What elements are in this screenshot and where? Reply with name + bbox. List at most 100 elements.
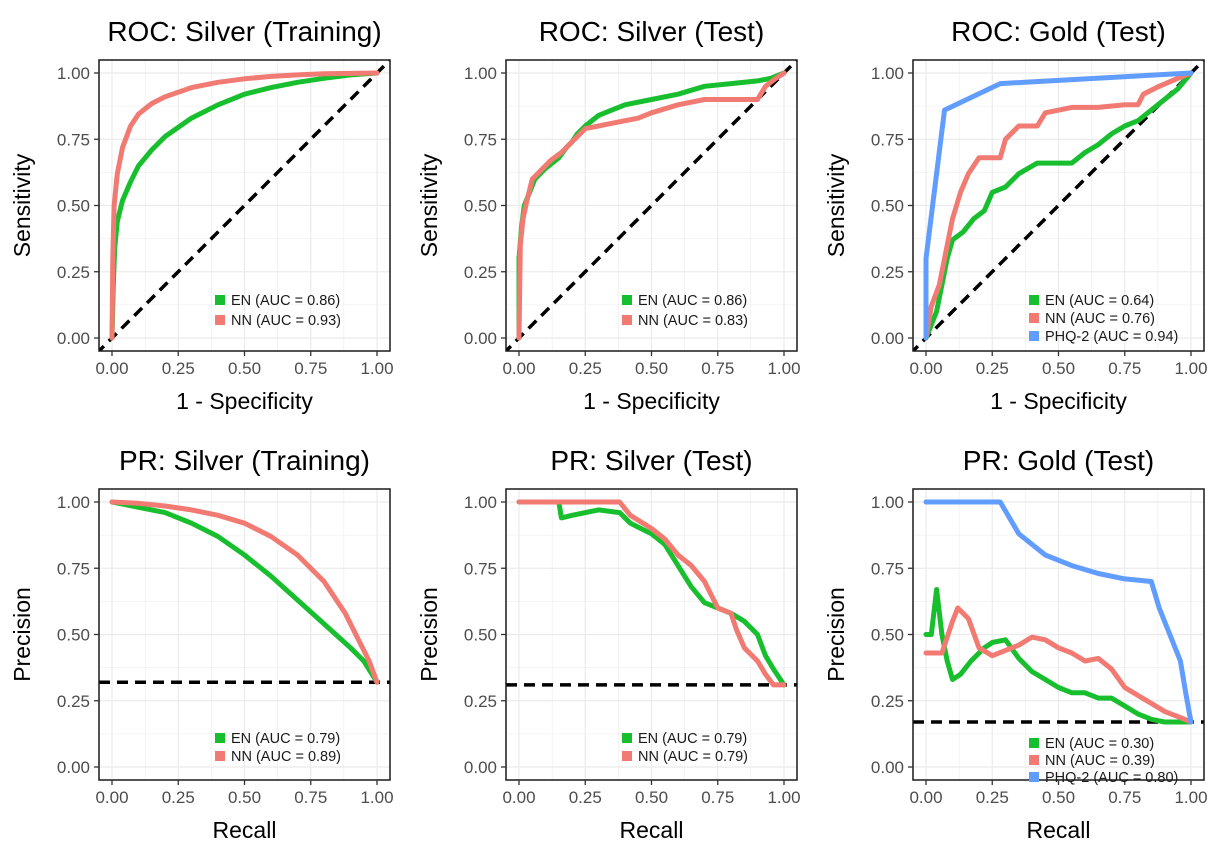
- x-tick-label: 1.00: [360, 788, 393, 807]
- data-layer: [913, 499, 1204, 725]
- legend-label: EN (AUC = 0.79): [231, 731, 340, 747]
- x-tick-label: 0.50: [635, 359, 668, 378]
- legend-label: EN (AUC = 0.30): [1045, 736, 1154, 752]
- y-tick-label: 0.00: [871, 758, 904, 777]
- panel-1: 0.00 0.25 0.50 0.75 1.00 0.00 0.25 0.50 0.75 1.00…: [9, 16, 394, 414]
- series-line-phq2: [923, 499, 1194, 725]
- legend: EN (AUC = 0.86) NN (AUC = 0.93): [215, 293, 341, 329]
- legend-label: NN (AUC = 0.89): [231, 749, 341, 765]
- x-tick-label: 0.25: [976, 788, 1009, 807]
- data-layer: [506, 499, 797, 688]
- series-line-en: [923, 587, 1194, 725]
- y-tick-label: 0.25: [871, 692, 904, 711]
- legend-key: [622, 733, 632, 743]
- x-tick-label: 0.75: [1108, 788, 1141, 807]
- x-tick-label: 0.75: [294, 788, 327, 807]
- y-tick-label: 0.50: [57, 197, 90, 216]
- x-tick-label: 0.25: [569, 359, 602, 378]
- panel-title: PR: Silver (Training): [119, 445, 370, 476]
- x-tick-label: 0.25: [976, 359, 1009, 378]
- x-axis-label: 1 - Specificity: [990, 388, 1127, 414]
- y-axis-label: Precision: [9, 587, 35, 682]
- x-axis-label: Recall: [1027, 817, 1091, 843]
- series-line-nn: [109, 499, 380, 685]
- legend-key: [622, 315, 632, 325]
- y-tick-label: 0.50: [464, 626, 497, 645]
- x-tick-label: 0.00: [95, 359, 128, 378]
- legend-key: [1029, 755, 1039, 765]
- x-tick-label: 1.00: [1174, 359, 1207, 378]
- legend-label: PHQ-2 (AUC = 0.80): [1045, 770, 1178, 786]
- y-tick-label: 0.00: [871, 329, 904, 348]
- x-tick-label: 0.25: [162, 359, 195, 378]
- legend-key: [215, 315, 225, 325]
- x-tick-label: 1.00: [1174, 788, 1207, 807]
- y-tick-label: 0.00: [464, 329, 497, 348]
- legend: EN (AUC = 0.64) NN (AUC = 0.76) PHQ-2 (AUC…: [1029, 293, 1178, 345]
- series-line-phq2: [923, 70, 1194, 341]
- legend-label: NN (AUC = 0.93): [231, 313, 341, 329]
- panel-6: 0.00 0.25 0.50 0.75 1.00 0.00 0.25 0.50 0.75 1.00…: [823, 445, 1208, 843]
- x-tick-label: 0.00: [909, 788, 942, 807]
- y-tick-label: 0.50: [57, 626, 90, 645]
- y-tick-label: 1.00: [871, 64, 904, 83]
- legend-key: [215, 733, 225, 743]
- legend-label: EN (AUC = 0.79): [638, 731, 747, 747]
- y-tick-label: 0.25: [57, 692, 90, 711]
- y-tick-label: 0.50: [871, 197, 904, 216]
- data-layer: [506, 60, 797, 351]
- y-tick-label: 0.75: [57, 130, 90, 149]
- series-line-en: [923, 70, 1194, 341]
- x-tick-label: 0.00: [502, 359, 535, 378]
- y-tick-label: 0.75: [871, 130, 904, 149]
- legend-label: EN (AUC = 0.64): [1045, 293, 1154, 309]
- legend-key: [1029, 738, 1039, 748]
- x-axis-label: Recall: [213, 817, 277, 843]
- x-tick-label: 0.00: [909, 359, 942, 378]
- legend-key: [215, 751, 225, 761]
- y-tick-label: 0.00: [57, 329, 90, 348]
- x-tick-label: 0.25: [569, 788, 602, 807]
- x-tick-label: 0.75: [294, 359, 327, 378]
- legend-label: EN (AUC = 0.86): [231, 293, 340, 309]
- y-axis-label: Sensitivity: [9, 153, 35, 257]
- legend-label: NN (AUC = 0.76): [1045, 311, 1155, 327]
- grid: [99, 489, 390, 780]
- legend-key: [1029, 313, 1039, 323]
- x-tick-label: 1.00: [767, 359, 800, 378]
- series-line-nn: [516, 499, 787, 688]
- panel-3: 0.00 0.25 0.50 0.75 1.00 0.00 0.25 0.50 0.75 1.00…: [823, 16, 1208, 414]
- y-tick-label: 0.50: [871, 626, 904, 645]
- legend-key: [1029, 295, 1039, 305]
- x-tick-label: 0.25: [162, 788, 195, 807]
- x-tick-label: 0.50: [228, 788, 261, 807]
- legend-key: [622, 751, 632, 761]
- y-tick-label: 1.00: [464, 64, 497, 83]
- series-line-en: [109, 70, 380, 341]
- y-tick-label: 0.75: [464, 559, 497, 578]
- x-tick-label: 0.75: [701, 359, 734, 378]
- y-tick-label: 0.50: [464, 197, 497, 216]
- y-tick-label: 0.75: [871, 559, 904, 578]
- x-tick-label: 0.50: [635, 788, 668, 807]
- y-tick-label: 0.75: [57, 559, 90, 578]
- x-tick-label: 0.00: [95, 788, 128, 807]
- reference-diagonal: [99, 60, 390, 351]
- legend-label: NN (AUC = 0.79): [638, 749, 748, 765]
- y-axis-label: Precision: [416, 587, 442, 682]
- y-tick-label: 0.75: [464, 130, 497, 149]
- panel-title: ROC: Silver (Training): [107, 16, 381, 47]
- y-axis-label: Sensitivity: [823, 153, 849, 257]
- y-tick-label: 0.25: [464, 263, 497, 282]
- y-tick-label: 1.00: [57, 64, 90, 83]
- y-axis-label: Precision: [823, 587, 849, 682]
- series-line-nn: [516, 70, 787, 341]
- y-tick-label: 0.25: [871, 263, 904, 282]
- series-line-nn: [923, 605, 1194, 725]
- y-tick-label: 0.25: [57, 263, 90, 282]
- panel-title: ROC: Gold (Test): [951, 16, 1166, 47]
- series-line-en: [109, 499, 380, 685]
- legend-key: [215, 295, 225, 305]
- x-axis-label: Recall: [620, 817, 684, 843]
- x-tick-label: 0.50: [1042, 788, 1075, 807]
